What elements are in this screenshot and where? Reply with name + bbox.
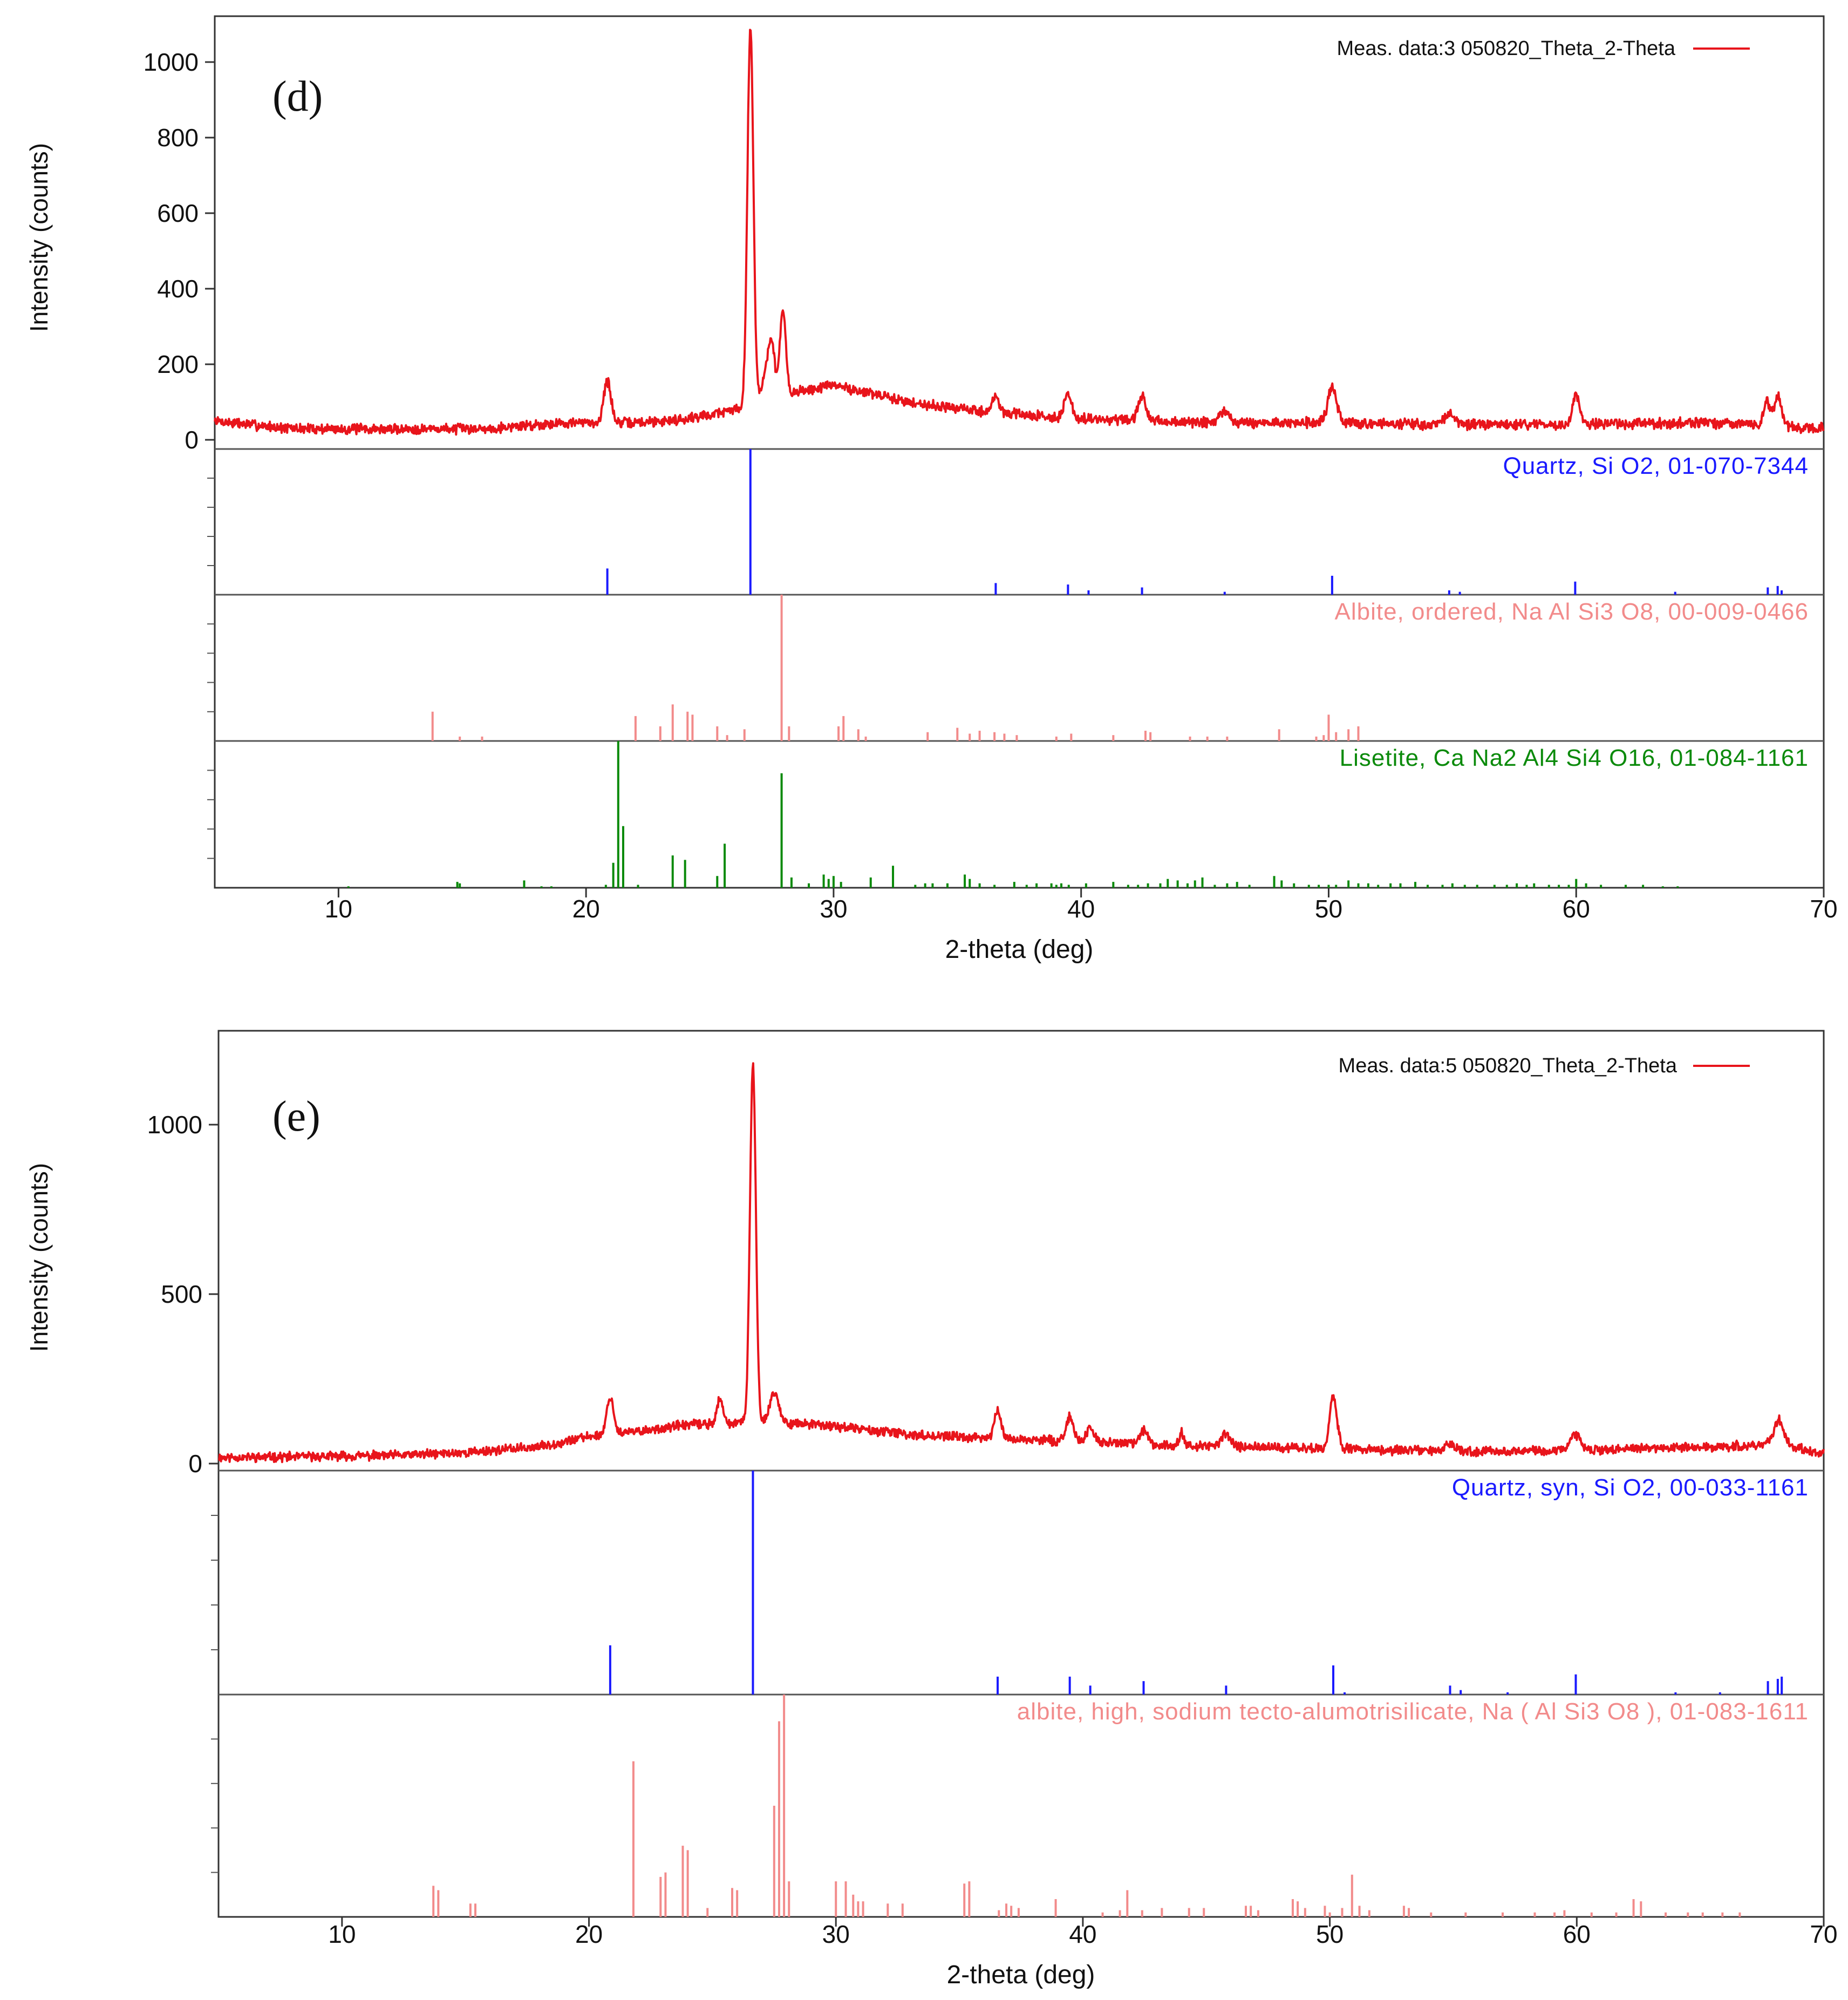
panel-e-xtick-label: 10 (328, 1920, 356, 1948)
panel-d-xtick-label: 60 (1563, 895, 1590, 923)
panel-d-ytick-label: 600 (157, 199, 199, 227)
panel-d-ylabel: Intensity (counts) (25, 143, 53, 332)
panel-e-xtick-label: 70 (1810, 1920, 1837, 1948)
panel-d-ref-label-albite: Albite, ordered, Na Al Si3 O8, 00-009-04… (1334, 598, 1809, 625)
panel-d-quartz-sticks (606, 449, 1783, 595)
panel-e-ytick-label: 500 (161, 1280, 202, 1308)
panel-d-lisetite-sticks (347, 741, 1679, 888)
panel-d-xtick-label: 20 (572, 895, 600, 923)
panel-d-frame (214, 15, 1825, 889)
panel-e-albite-sticks (432, 1695, 1741, 1917)
panel-e-ylabel: Intensity (counts) (25, 1163, 53, 1352)
panel-d-ytick-label: 200 (157, 350, 199, 378)
panel-d: 0 200 400 600 800 1000 10 20 30 40 50 60 70 Intensi… (25, 15, 1838, 964)
panel-d-measured-pattern (214, 29, 1825, 436)
panel-e-tag: (e) (272, 1093, 320, 1140)
panel-e-xtick-label: 50 (1316, 1920, 1344, 1948)
panel-d-xtick-label: 40 (1067, 895, 1095, 923)
panel-e-ytick-label: 1000 (147, 1111, 202, 1139)
panel-d-ytick-label: 0 (185, 426, 199, 454)
panel-d-xtick-label: 50 (1315, 895, 1342, 923)
panel-d-ref-label-quartz: Quartz, Si O2, 01-070-7344 (1503, 453, 1809, 479)
panel-d-ytick-label: 1000 (144, 48, 199, 76)
panel-e-ref-label-quartz: Quartz, syn, Si O2, 00-033-1161 (1452, 1474, 1809, 1501)
panel-e-ytick-label: 0 (188, 1450, 202, 1478)
panel-d-ref-label-lisetite: Lisetite, Ca Na2 Al4 Si4 O16, 01-084-116… (1340, 745, 1809, 771)
panel-d-tag: (d) (272, 73, 323, 120)
panel-d-ytick-label: 800 (157, 124, 199, 152)
panel-d-xlabel: 2-theta (deg) (945, 935, 1094, 964)
panel-e-frame (217, 1030, 1825, 1918)
panel-e-legend: Meas. data:5 050820_Theta_2-Theta (1339, 1055, 1677, 1077)
panel-e-quartz-sticks (609, 1471, 1783, 1695)
panel-e-xtick-label: 30 (822, 1920, 850, 1948)
panel-e-xtick-label: 20 (575, 1920, 603, 1948)
panel-d-ytick-label: 400 (157, 275, 199, 303)
panel-d-xtick-label: 30 (820, 895, 847, 923)
panel-e-xlabel: 2-theta (deg) (947, 1961, 1095, 1989)
panel-e-measured-pattern (218, 1062, 1825, 1464)
panel-e: 0 500 1000 10 20 30 40 50 60 70 Intensity (count… (25, 1030, 1838, 1989)
panel-d-xtick-label: 10 (325, 895, 352, 923)
panel-e-xtick-label: 40 (1069, 1920, 1096, 1948)
panel-d-legend: Meas. data:3 050820_Theta_2-Theta (1337, 37, 1676, 60)
panel-d-xtick-label: 70 (1810, 895, 1837, 923)
panel-e-xtick-label: 60 (1563, 1920, 1591, 1948)
panel-e-ref-label-albite: albite, high, sodium tecto-alumotrisilic… (1017, 1698, 1809, 1725)
panel-d-albite-sticks (431, 595, 1360, 741)
